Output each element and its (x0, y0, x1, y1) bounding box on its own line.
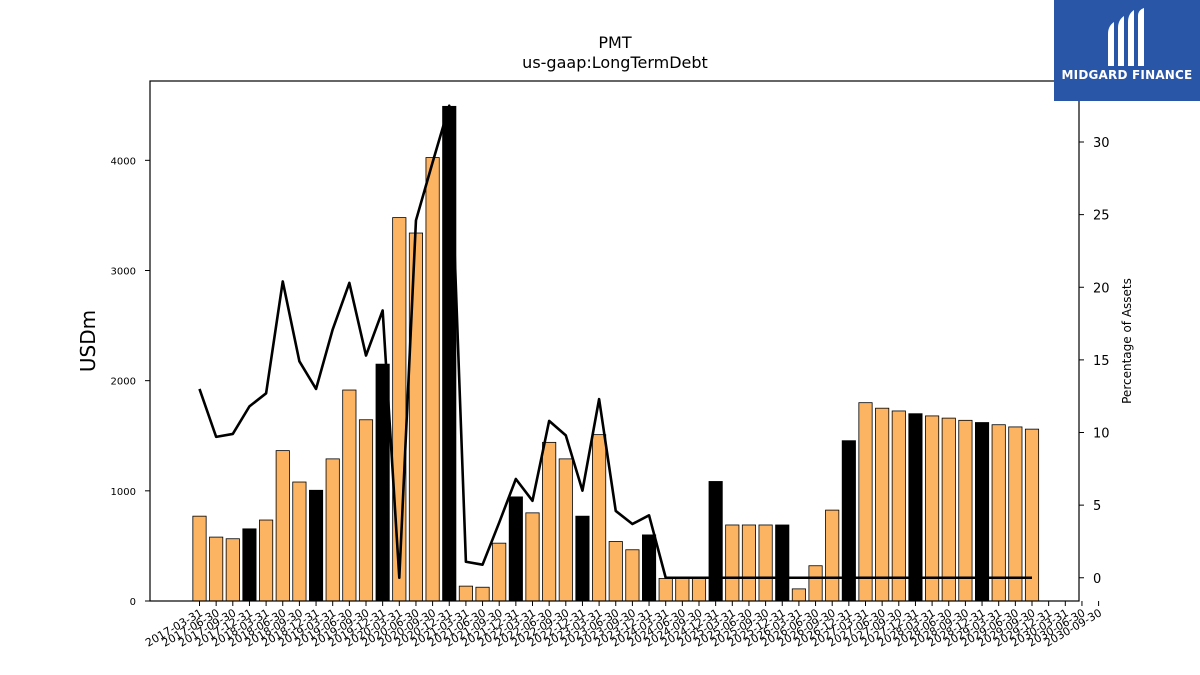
bar-2017-03-31 (192, 515, 207, 602)
bar-2024-03-31 (658, 578, 673, 602)
bar-series (192, 105, 1040, 602)
bar-2022-09-30 (558, 458, 573, 602)
bar-2026-09-30 (825, 509, 840, 602)
y2-axis-label: Percentage of Assets (1120, 278, 1134, 404)
bar-2019-03-31 (325, 458, 340, 602)
bar-2024-09-30 (691, 578, 707, 602)
bar-2023-12-31 (642, 534, 657, 602)
bar-2028-09-30 (958, 419, 973, 602)
bar-2018-12-31 (308, 489, 324, 602)
bar-2029-09-30 (1024, 428, 1040, 602)
bar-2023-06-30 (608, 541, 623, 602)
bar-2029-03-31 (991, 424, 1006, 602)
percentage-of-assets-line (198, 104, 1032, 580)
bar-2021-12-31 (508, 496, 523, 602)
y-tick-label: 0 (130, 597, 136, 608)
bar-2019-09-30 (358, 419, 374, 602)
bar-2029-06-30 (1008, 426, 1023, 602)
y2-tick-label: 20 (1093, 281, 1110, 296)
bar-2023-03-31 (592, 434, 607, 602)
bar-2025-06-30 (741, 524, 756, 602)
bar-2019-06-30 (342, 389, 357, 602)
y2-tick-label: 30 (1093, 136, 1110, 151)
midgard-logo-icon (1108, 8, 1144, 66)
bar-2021-03-31 (458, 585, 473, 602)
y2-tick-label: 0 (1093, 572, 1101, 587)
bar-2027-06-30 (875, 407, 890, 602)
bar-2022-03-31 (525, 512, 540, 602)
bar-2020-06-30 (408, 232, 423, 602)
bar-2027-12-31 (908, 413, 923, 602)
bar-2025-09-30 (758, 524, 773, 602)
bar-2027-03-31 (858, 402, 873, 602)
chart-title: PMT (598, 33, 631, 52)
midgard-logo: MIDGARD FINANCE (1054, 0, 1200, 101)
bar-2018-03-31 (259, 519, 274, 602)
y-tick-label: 2000 (111, 377, 136, 388)
y2-tick-label: 5 (1093, 499, 1101, 514)
bar-2020-09-30 (425, 157, 440, 602)
y-tick-label: 4000 (111, 156, 136, 167)
y-tick-label: 3000 (111, 266, 136, 277)
bar-2024-12-31 (708, 481, 723, 602)
bar-2020-03-31 (392, 217, 407, 602)
plot-frame (149, 80, 1080, 602)
bar-2023-09-30 (625, 549, 640, 602)
bar-2024-06-30 (675, 578, 690, 602)
bar-2017-06-30 (209, 536, 224, 602)
bar-2020-12-31 (442, 105, 457, 602)
y-axis-label: USDm (76, 310, 100, 372)
bar-2018-06-30 (275, 450, 290, 602)
bar-2026-06-30 (808, 565, 823, 602)
axes: 010002000300040000510152025302017-03-312… (111, 80, 1110, 650)
y2-tick-label: 10 (1093, 427, 1110, 442)
bar-2028-06-30 (941, 417, 956, 602)
bar-2018-09-30 (292, 481, 307, 602)
bar-2021-06-30 (475, 586, 490, 602)
bar-2028-03-31 (925, 415, 940, 602)
y-tick-label: 1000 (111, 487, 136, 498)
bar-2025-03-31 (725, 524, 740, 602)
bar-2022-12-31 (575, 515, 590, 602)
chart-subtitle: us-gaap:LongTermDebt (522, 53, 708, 72)
brand-name: MIDGARD FINANCE (1061, 68, 1193, 82)
bar-2026-03-31 (791, 588, 806, 602)
line-series (198, 104, 1032, 580)
bar-2028-12-31 (975, 422, 990, 602)
bar-2017-09-30 (225, 538, 240, 602)
bar-2017-12-31 (242, 528, 257, 602)
y2-tick-label: 25 (1093, 209, 1110, 224)
bar-2027-09-30 (891, 410, 906, 602)
bar-2025-12-31 (775, 524, 790, 602)
y2-tick-label: 15 (1093, 354, 1110, 369)
bar-2021-09-30 (492, 542, 507, 602)
bar-2022-06-30 (542, 441, 557, 602)
